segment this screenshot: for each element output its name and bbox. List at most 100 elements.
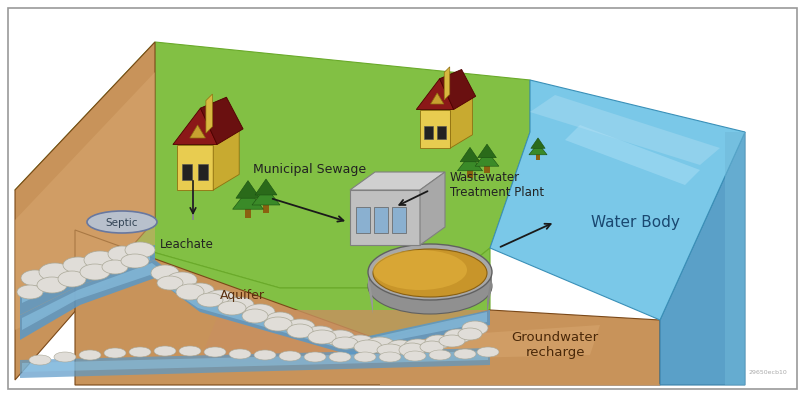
Ellipse shape [84,251,116,269]
Polygon shape [380,325,600,360]
Polygon shape [444,67,450,100]
Polygon shape [22,263,487,350]
Ellipse shape [104,348,126,358]
Polygon shape [368,272,373,314]
Ellipse shape [354,352,376,362]
Polygon shape [213,129,239,190]
Ellipse shape [444,329,472,343]
Polygon shape [245,207,251,218]
Polygon shape [252,187,280,205]
Polygon shape [380,330,660,385]
Text: Septic: Septic [105,218,138,228]
Ellipse shape [121,254,149,268]
Ellipse shape [245,304,275,320]
Ellipse shape [21,270,49,286]
Text: Leachate: Leachate [160,239,214,252]
Ellipse shape [37,277,67,293]
Ellipse shape [287,324,313,338]
Polygon shape [485,164,489,173]
Ellipse shape [39,263,71,281]
Polygon shape [392,207,406,233]
Polygon shape [565,125,700,185]
Ellipse shape [218,301,246,315]
Ellipse shape [204,347,226,357]
Polygon shape [374,207,388,233]
Ellipse shape [368,244,492,300]
Ellipse shape [439,335,465,347]
Ellipse shape [29,355,51,365]
Polygon shape [20,245,155,315]
Ellipse shape [379,352,401,362]
Polygon shape [206,94,213,133]
Polygon shape [263,203,269,213]
Ellipse shape [308,330,336,344]
Polygon shape [451,96,473,148]
Ellipse shape [264,317,292,331]
Ellipse shape [102,260,128,274]
Ellipse shape [477,347,499,357]
Ellipse shape [266,312,294,328]
Polygon shape [192,178,194,220]
Polygon shape [660,132,745,385]
Polygon shape [236,181,260,198]
Polygon shape [420,172,445,245]
Text: 29650ecb10: 29650ecb10 [748,370,786,375]
Ellipse shape [157,276,183,290]
Ellipse shape [373,249,487,297]
Polygon shape [22,351,488,372]
Ellipse shape [387,340,413,354]
Ellipse shape [108,246,136,262]
Ellipse shape [254,350,276,360]
Polygon shape [487,272,492,314]
Polygon shape [75,230,660,385]
Ellipse shape [368,258,492,314]
Ellipse shape [332,337,358,349]
Ellipse shape [179,346,201,356]
Text: Aquifer: Aquifer [220,289,265,301]
Polygon shape [431,93,444,104]
Ellipse shape [420,341,444,353]
Polygon shape [350,172,445,190]
Polygon shape [200,97,243,145]
Polygon shape [477,144,497,158]
Polygon shape [197,164,208,179]
Ellipse shape [425,335,451,349]
Polygon shape [536,154,540,160]
Ellipse shape [129,347,151,357]
Ellipse shape [125,242,155,258]
Polygon shape [457,154,483,171]
Ellipse shape [154,346,176,356]
Polygon shape [530,95,720,165]
Ellipse shape [87,211,157,233]
Ellipse shape [242,309,268,323]
Ellipse shape [285,319,315,335]
Ellipse shape [226,297,254,313]
Polygon shape [490,80,745,320]
Ellipse shape [197,293,223,307]
Polygon shape [725,132,745,385]
Polygon shape [200,310,490,368]
Ellipse shape [63,257,93,273]
Polygon shape [460,147,480,162]
Polygon shape [177,145,213,190]
Polygon shape [190,125,205,138]
Polygon shape [15,42,155,380]
Text: Wastewater
Treatment Plant: Wastewater Treatment Plant [450,171,544,199]
Polygon shape [22,252,150,303]
Polygon shape [8,8,797,389]
Polygon shape [437,126,446,139]
Polygon shape [529,143,547,155]
Ellipse shape [205,290,235,306]
Ellipse shape [17,285,43,299]
Polygon shape [233,189,263,209]
Ellipse shape [167,272,197,288]
Ellipse shape [373,250,467,290]
Ellipse shape [176,284,204,300]
Polygon shape [255,179,277,195]
Polygon shape [530,138,545,148]
Ellipse shape [79,350,101,360]
Ellipse shape [151,265,179,281]
Ellipse shape [429,350,451,360]
Polygon shape [467,169,473,178]
Text: Municipal Sewage: Municipal Sewage [254,164,366,177]
